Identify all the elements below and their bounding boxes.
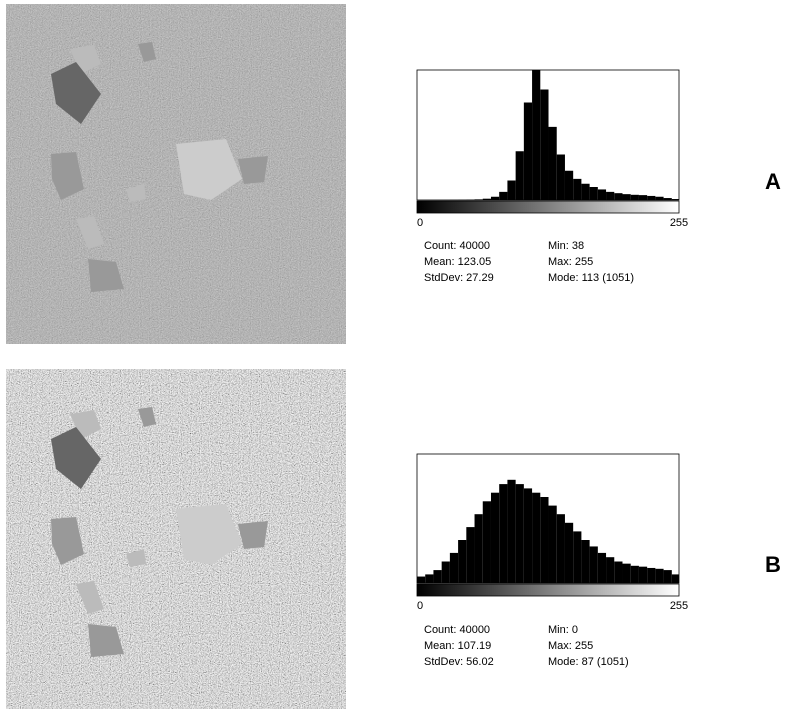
x-tick-label: 0 [417, 600, 423, 612]
histogram-bar [442, 562, 450, 584]
stat-text: Min: 38 [548, 240, 584, 252]
histogram-bar [532, 493, 540, 583]
histogram-bar [590, 187, 598, 200]
histogram-bar [672, 199, 679, 200]
gray-scale-bar [417, 201, 679, 213]
histogram-bar [655, 569, 663, 583]
histogram-bar [614, 193, 622, 200]
stat-text: StdDev: 56.02 [424, 656, 494, 668]
histogram-bar [540, 497, 548, 583]
histogram-bar [507, 480, 515, 583]
histogram-bar [491, 197, 499, 200]
x-tick-label: 0 [417, 217, 423, 229]
histogram-bar [466, 527, 474, 583]
histogram-bar [581, 184, 589, 200]
photo-b [6, 369, 346, 709]
stat-text: Max: 255 [548, 640, 593, 652]
histogram-bar [672, 574, 679, 583]
histogram-bar [475, 199, 483, 200]
histogram-bar [524, 488, 532, 583]
histogram-bar [433, 570, 441, 583]
photo-a [6, 4, 346, 344]
histogram-bar [557, 514, 565, 583]
histogram-bar [581, 540, 589, 583]
stat-text: Min: 0 [548, 624, 578, 636]
histogram-bar [631, 566, 639, 583]
histogram-bar [565, 523, 573, 583]
histogram-bar [483, 199, 491, 200]
histogram-bar [458, 540, 466, 583]
stat-text: Mean: 107.19 [424, 640, 491, 652]
histogram-bar [664, 570, 672, 583]
histogram-bar [532, 70, 540, 200]
histogram-bar [647, 568, 655, 583]
stat-text: Mode: 113 (1051) [548, 272, 634, 284]
histogram-bar [491, 493, 499, 583]
histogram-bar [631, 195, 639, 200]
histogram-bar [622, 194, 630, 200]
histogram-bar [573, 531, 581, 583]
histogram-bar [549, 506, 557, 583]
histogram-bar [483, 501, 491, 583]
stat-text: Mean: 123.05 [424, 256, 491, 268]
panel-label: A [765, 169, 781, 194]
histogram-bar [590, 546, 598, 583]
histogram-bar [655, 197, 663, 200]
histogram-bar [622, 564, 630, 583]
histogram-bar [417, 577, 425, 583]
x-tick-label: 255 [670, 600, 688, 612]
histogram-bar [549, 127, 557, 200]
gray-scale-bar [417, 584, 679, 596]
histogram-bar [516, 151, 524, 200]
histogram-bar [606, 192, 614, 200]
histogram-bar [450, 553, 458, 583]
histogram-bar [499, 192, 507, 200]
histogram-bar [499, 484, 507, 583]
histogram-bar [507, 181, 515, 201]
histogram-bar [425, 574, 433, 583]
histogram-bar [524, 103, 532, 201]
histogram-bar [639, 195, 647, 200]
histogram-bar [557, 155, 565, 201]
stat-text: Count: 40000 [424, 624, 490, 636]
histogram-bar [516, 484, 524, 583]
histogram-bar [598, 189, 606, 200]
histogram-bar [598, 553, 606, 583]
histogram-bar [664, 198, 672, 200]
histogram-bar [639, 567, 647, 583]
stat-text: Max: 255 [548, 256, 593, 268]
stat-text: StdDev: 27.29 [424, 272, 494, 284]
histogram-bar [565, 171, 573, 200]
histogram-bar [614, 562, 622, 584]
histogram-bar [540, 90, 548, 201]
histogram-bar [573, 179, 581, 200]
stat-text: Count: 40000 [424, 240, 490, 252]
histogram-bar [475, 514, 483, 583]
histogram-bar [606, 557, 614, 583]
histogram-bar [647, 196, 655, 200]
panel-label: B [765, 552, 781, 577]
x-tick-label: 255 [670, 217, 688, 229]
stat-text: Mode: 87 (1051) [548, 656, 629, 668]
